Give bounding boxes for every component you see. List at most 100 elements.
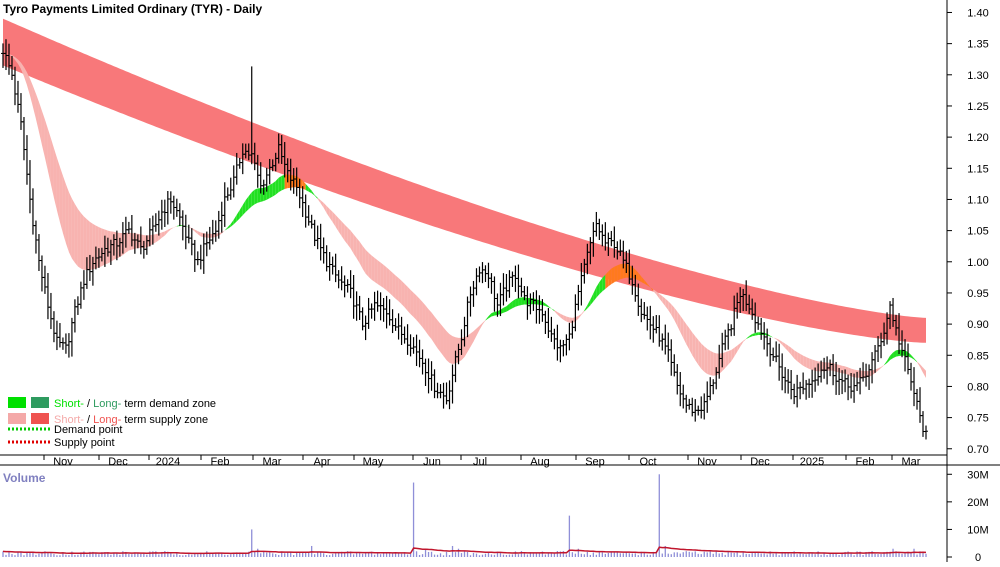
volume-tick-label: 30M <box>967 469 988 481</box>
short-term-supply-segment <box>806 357 809 369</box>
price-tick-label: 1.25 <box>967 101 988 113</box>
legend-label: Short- / Long- term demand zone <box>54 398 216 410</box>
chart-title: Tyro Payments Limited Ordinary (TYR) - D… <box>3 2 262 16</box>
legend-swatch-long <box>31 397 49 408</box>
short-term-supply-segment <box>707 349 710 375</box>
price-tick-label: 1.20 <box>967 132 988 144</box>
short-term-demand-segment <box>617 264 620 281</box>
short-term-supply-segment <box>447 331 450 363</box>
short-term-demand-segment <box>608 269 611 287</box>
short-term-supply-segment <box>378 260 381 286</box>
month-label: Jun <box>423 456 441 468</box>
price-tick-label: 1.10 <box>967 194 988 206</box>
legend-label-rest: term supply zone <box>121 414 208 426</box>
month-label: Feb <box>856 456 875 468</box>
price-tick-label: 0.80 <box>967 381 988 393</box>
short-term-supply-segment <box>710 351 713 376</box>
volume-tick-label: 0 <box>975 552 981 562</box>
legend-swatch-long <box>31 413 49 424</box>
legend-label-short: Short- <box>54 398 84 410</box>
volume-tick-label: 20M <box>967 497 988 509</box>
short-term-supply-segment <box>405 284 408 311</box>
short-term-supply-segment <box>72 199 75 263</box>
short-term-supply-segment <box>704 346 707 374</box>
month-label: May <box>363 456 384 468</box>
short-term-supply-segment <box>60 167 63 233</box>
short-term-supply-segment <box>366 250 369 277</box>
short-term-supply-segment <box>393 273 396 299</box>
price-tick-label: 0.75 <box>967 413 988 425</box>
short-term-demand-segment <box>273 181 276 197</box>
short-term-supply-segment <box>417 296 420 324</box>
price-tick-label: 1.30 <box>967 70 988 82</box>
month-label: 2025 <box>800 456 824 468</box>
legend-label: Supply point <box>54 437 115 449</box>
short-term-demand-segment <box>611 267 614 284</box>
legend-swatch-short <box>8 413 26 424</box>
legend-label: Demand point <box>54 424 123 436</box>
short-term-supply-segment <box>372 256 375 282</box>
legend-label-long: Long- <box>93 398 121 410</box>
short-term-supply-segment <box>63 176 66 243</box>
month-label: Aug <box>530 456 550 468</box>
short-term-supply-segment <box>375 258 378 284</box>
month-label: Mar <box>263 456 282 468</box>
short-term-supply-segment <box>435 316 438 348</box>
short-term-supply-segment <box>438 320 441 352</box>
short-term-supply-segment <box>66 184 69 252</box>
month-label: 2024 <box>156 456 180 468</box>
price-tick-label: 1.05 <box>967 226 988 238</box>
legend-label-rest: term demand zone <box>121 398 216 410</box>
month-label: Sep <box>585 456 605 468</box>
month-label: Mar <box>902 456 921 468</box>
short-term-supply-segment <box>698 340 701 369</box>
price-tick-label: 1.35 <box>967 39 988 51</box>
short-term-supply-segment <box>444 327 447 360</box>
price-tick-label: 0.90 <box>967 319 988 331</box>
price-tick-label: 1.15 <box>967 163 988 175</box>
short-term-supply-segment <box>69 192 72 258</box>
short-term-supply-segment <box>387 267 390 293</box>
price-tick-label: 1.00 <box>967 257 988 269</box>
short-term-supply-segment <box>78 209 81 268</box>
legend-swatch-short <box>8 397 26 408</box>
short-term-supply-segment <box>408 287 411 314</box>
short-term-supply-segment <box>75 204 78 267</box>
short-term-supply-segment <box>81 213 84 270</box>
short-term-supply-segment <box>390 270 393 296</box>
month-label: Nov <box>53 456 73 468</box>
short-term-supply-segment <box>411 290 414 317</box>
price-tick-label: 1.40 <box>967 7 988 19</box>
month-label: Dec <box>750 456 770 468</box>
legend-label-separator: / <box>84 398 93 410</box>
short-term-supply-segment <box>402 281 405 308</box>
short-term-supply-segment <box>429 309 432 339</box>
short-term-demand-segment <box>270 183 273 198</box>
short-term-supply-segment <box>809 358 812 370</box>
short-term-supply-segment <box>803 356 806 368</box>
short-term-supply-segment <box>384 265 387 290</box>
short-term-supply-segment <box>381 263 384 288</box>
price-tick-label: 0.95 <box>967 288 988 300</box>
month-label: Nov <box>697 456 717 468</box>
short-term-demand-segment <box>518 297 521 305</box>
short-term-demand-segment <box>614 265 617 282</box>
month-label: Oct <box>639 456 656 468</box>
short-term-supply-segment <box>441 324 444 356</box>
short-term-supply-segment <box>420 299 423 327</box>
short-term-demand-segment <box>279 176 282 192</box>
short-term-demand-segment <box>252 190 255 207</box>
price-tick-label: 0.70 <box>967 444 988 456</box>
short-term-supply-segment <box>399 278 402 304</box>
month-label: Apr <box>313 456 330 468</box>
volume-tick-label: 10M <box>967 524 988 536</box>
short-term-supply-segment <box>695 336 698 364</box>
month-label: Feb <box>211 456 230 468</box>
month-label: Dec <box>108 456 128 468</box>
short-term-demand-segment <box>255 188 258 204</box>
volume-label: Volume <box>3 471 46 485</box>
short-term-supply-segment <box>426 306 429 336</box>
